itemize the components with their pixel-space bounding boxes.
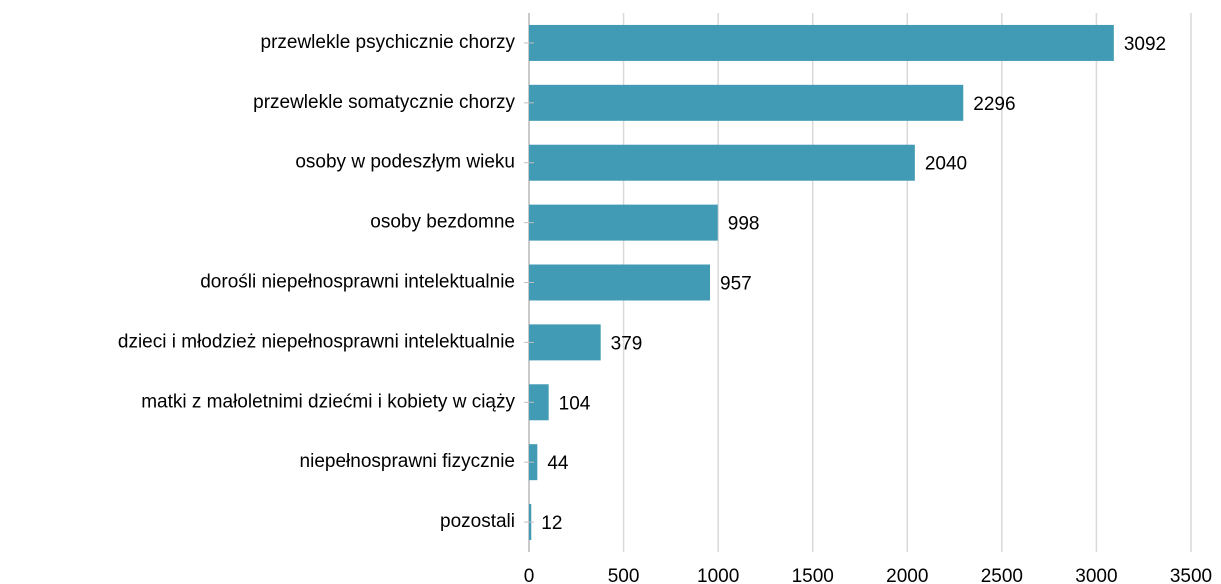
bar: [529, 324, 601, 361]
y-tick-label: niepełnosprawni fizycznie: [300, 451, 515, 472]
y-tick-label: osoby w podeszłym wieku: [295, 152, 515, 173]
bar: [529, 384, 549, 421]
x-tick-label: 1000: [697, 566, 739, 584]
y-tick-label: przewlekle somatycznie chorzy: [253, 92, 515, 113]
x-tick-label: 1500: [792, 566, 834, 584]
x-tick-label: 3500: [1170, 566, 1212, 584]
y-tick-label: osoby bezdomne: [370, 212, 515, 233]
y-tick-label: matki z małoletnimi dziećmi i kobiety w …: [141, 391, 515, 412]
x-tick-label: 0: [524, 566, 535, 584]
bar: [529, 24, 1114, 61]
x-tick-label: 3000: [1075, 566, 1117, 584]
data-label: 2040: [925, 154, 967, 175]
bar: [529, 264, 711, 301]
bar: [529, 144, 915, 181]
y-tick-label: pozostali: [440, 511, 515, 532]
y-tick-label: dorośli niepełnosprawni intelektualnie: [200, 272, 515, 293]
data-label: 3092: [1124, 34, 1166, 55]
bar: [529, 204, 718, 241]
x-tick-label: 2500: [981, 566, 1023, 584]
data-label: 2296: [973, 94, 1015, 115]
data-label: 12: [541, 513, 562, 534]
y-tick-label: przewlekle psychicznie chorzy: [261, 32, 516, 53]
x-tick-label: 500: [608, 566, 640, 584]
y-tick-label: dzieci i młodzież niepełnosprawni intele…: [118, 331, 515, 352]
data-label: 379: [611, 333, 643, 354]
data-label: 104: [559, 393, 591, 414]
data-label: 44: [547, 453, 569, 474]
x-tick-label: 2000: [886, 566, 928, 584]
data-label: 957: [720, 274, 752, 295]
bar: [529, 84, 964, 121]
data-label: 998: [728, 214, 760, 235]
